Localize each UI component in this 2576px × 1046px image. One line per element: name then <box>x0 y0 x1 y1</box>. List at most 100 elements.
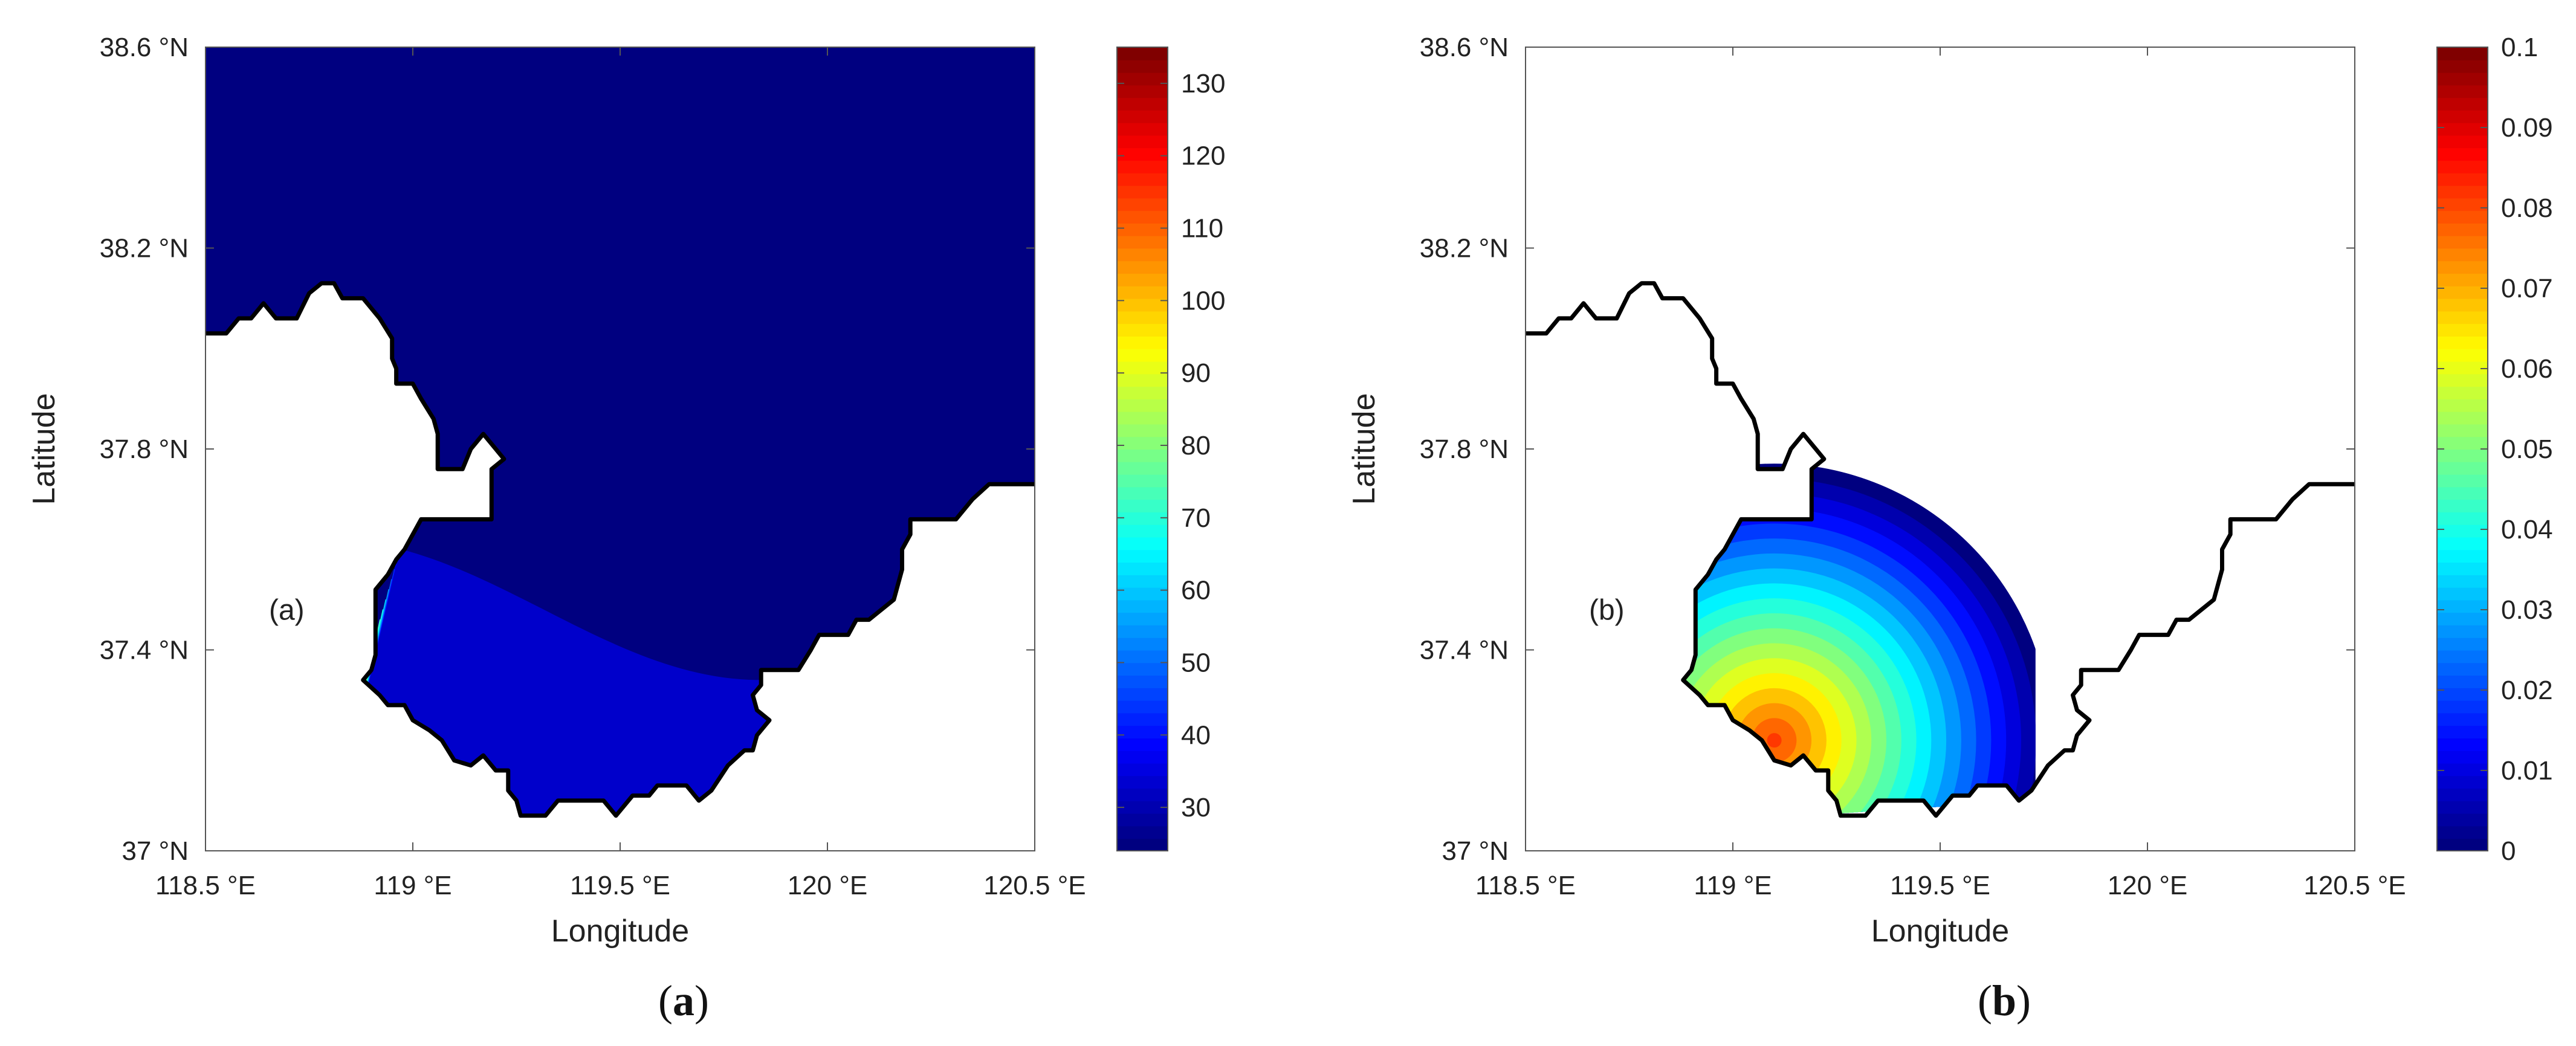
colorbar-tick-label: 0 <box>2501 836 2516 866</box>
colorbar-step <box>2437 198 2488 211</box>
colorbar-step <box>1117 285 1168 299</box>
colorbar-step <box>2437 511 2488 525</box>
colorbar-step <box>1117 486 1168 500</box>
colorbar-step <box>2437 725 2488 738</box>
colorbar-step <box>2437 624 2488 638</box>
colorbar-tick-label: 0.01 <box>2501 756 2553 786</box>
colorbar-step <box>2437 537 2488 550</box>
colorbar-step <box>1117 373 1168 387</box>
colorbar-step <box>1117 624 1168 638</box>
colorbar-step <box>1117 737 1168 751</box>
colorbar-step <box>2437 524 2488 538</box>
caption-a: (a) <box>658 977 709 1025</box>
colorbar-step <box>1117 524 1168 538</box>
y-tick-label: 37.4 °N <box>100 636 189 665</box>
colorbar-step <box>1117 775 1168 789</box>
colorbar-b: 0 0.01 0.02 0.03 0.04 0.05 0.06 0.07 0.08 0.09 0.1 <box>2436 33 2553 866</box>
colorbar-step <box>2437 499 2488 512</box>
colorbar-tick-label: 40 <box>1181 720 1211 750</box>
colorbar-step <box>2437 486 2488 500</box>
colorbar-step <box>1117 198 1168 211</box>
colorbar-step <box>1117 825 1168 839</box>
colorbar-step <box>1117 260 1168 274</box>
y-tick-label: 38.6 °N <box>100 33 189 62</box>
colorbar-step <box>2437 461 2488 475</box>
colorbar-step <box>1117 361 1168 375</box>
colorbar-step <box>1117 335 1168 349</box>
colorbar-tick-label: 0.09 <box>2501 113 2553 143</box>
colorbar-step <box>1117 109 1168 123</box>
y-axis-title: Latitude <box>27 393 62 505</box>
y-tick-label: 38.2 °N <box>100 234 189 263</box>
colorbar-step <box>1117 461 1168 475</box>
x-tick-label: 120.5 °E <box>2303 871 2406 900</box>
y-tick-label: 37 °N <box>121 836 189 866</box>
y-tick-label: 37.4 °N <box>1420 636 1509 665</box>
colorbar-step <box>2437 612 2488 625</box>
colorbar-step <box>2437 813 2488 827</box>
colorbar-step <box>1117 298 1168 312</box>
colorbar-a: 30 40 50 60 70 80 90 100 110 120 130 <box>1116 47 1225 851</box>
colorbar-step <box>1117 612 1168 625</box>
colorbar-step <box>2437 85 2488 98</box>
colorbar-step <box>2437 700 2488 714</box>
colorbar-step <box>1117 122 1168 136</box>
y-tick-label: 37 °N <box>1442 836 1509 866</box>
coastline-b <box>1526 281 2355 818</box>
colorbar-step <box>2437 160 2488 173</box>
x-tick-label: 119.5 °E <box>570 871 670 900</box>
colorbar-step <box>1117 273 1168 286</box>
colorbar-step <box>2437 763 2488 776</box>
colorbar-step <box>1117 549 1168 563</box>
colorbar-tick-label: 0.03 <box>2501 595 2553 625</box>
colorbar-step <box>1117 700 1168 714</box>
colorbar-step <box>2437 248 2488 262</box>
colorbar-tick-label: 130 <box>1181 69 1225 98</box>
colorbar-step <box>2437 298 2488 312</box>
colorbar-step <box>2437 411 2488 425</box>
colorbar-step <box>2437 260 2488 274</box>
colorbar-step <box>2437 562 2488 575</box>
colorbar-step <box>1117 511 1168 525</box>
colorbar-step <box>2437 348 2488 362</box>
colorbar-step <box>1117 147 1168 161</box>
contour-band <box>1767 733 1782 748</box>
colorbar-step <box>2437 210 2488 224</box>
colorbar-step <box>1117 763 1168 776</box>
colorbar-step <box>1117 398 1168 412</box>
colorbar-step <box>1117 248 1168 262</box>
colorbar-tick-label: 0.04 <box>2501 515 2553 544</box>
caption-a-letter: a <box>673 977 694 1025</box>
colorbar-tick-label: 0.07 <box>2501 274 2553 303</box>
colorbar-step <box>2437 172 2488 186</box>
colorbar-step <box>1117 386 1168 399</box>
colorbar-step <box>1117 436 1168 450</box>
colorbar-step <box>1117 474 1168 488</box>
colorbar-step <box>2437 109 2488 123</box>
x-tick-label: 120.5 °E <box>983 871 1086 900</box>
x-tick-label: 118.5 °E <box>1475 871 1576 900</box>
colorbar-tick-label: 50 <box>1181 648 1211 677</box>
colorbar-step <box>1117 687 1168 701</box>
colorbar-step <box>2437 147 2488 161</box>
colorbar-step <box>1117 311 1168 324</box>
colorbar-step <box>1117 348 1168 362</box>
colorbar-step <box>2437 135 2488 149</box>
colorbar-step <box>2437 750 2488 764</box>
colorbar-tick-label: 100 <box>1181 286 1225 315</box>
colorbar-step <box>1117 650 1168 663</box>
y-tick-label: 37.8 °N <box>1420 434 1509 464</box>
colorbar-tick-label: 0.1 <box>2501 33 2538 62</box>
colorbar-step <box>2437 273 2488 286</box>
colorbar-step <box>1117 210 1168 224</box>
y-tick-label: 37.8 °N <box>100 434 189 464</box>
colorbar-step <box>1117 47 1168 60</box>
colorbar-step <box>1117 59 1168 73</box>
colorbar-step <box>2437 235 2488 249</box>
y-tick-label: 38.2 °N <box>1420 234 1509 263</box>
colorbar-tick-label: 60 <box>1181 576 1211 605</box>
colorbar-step <box>2437 373 2488 387</box>
colorbar-step <box>2437 97 2488 111</box>
colorbar-step <box>1117 424 1168 437</box>
